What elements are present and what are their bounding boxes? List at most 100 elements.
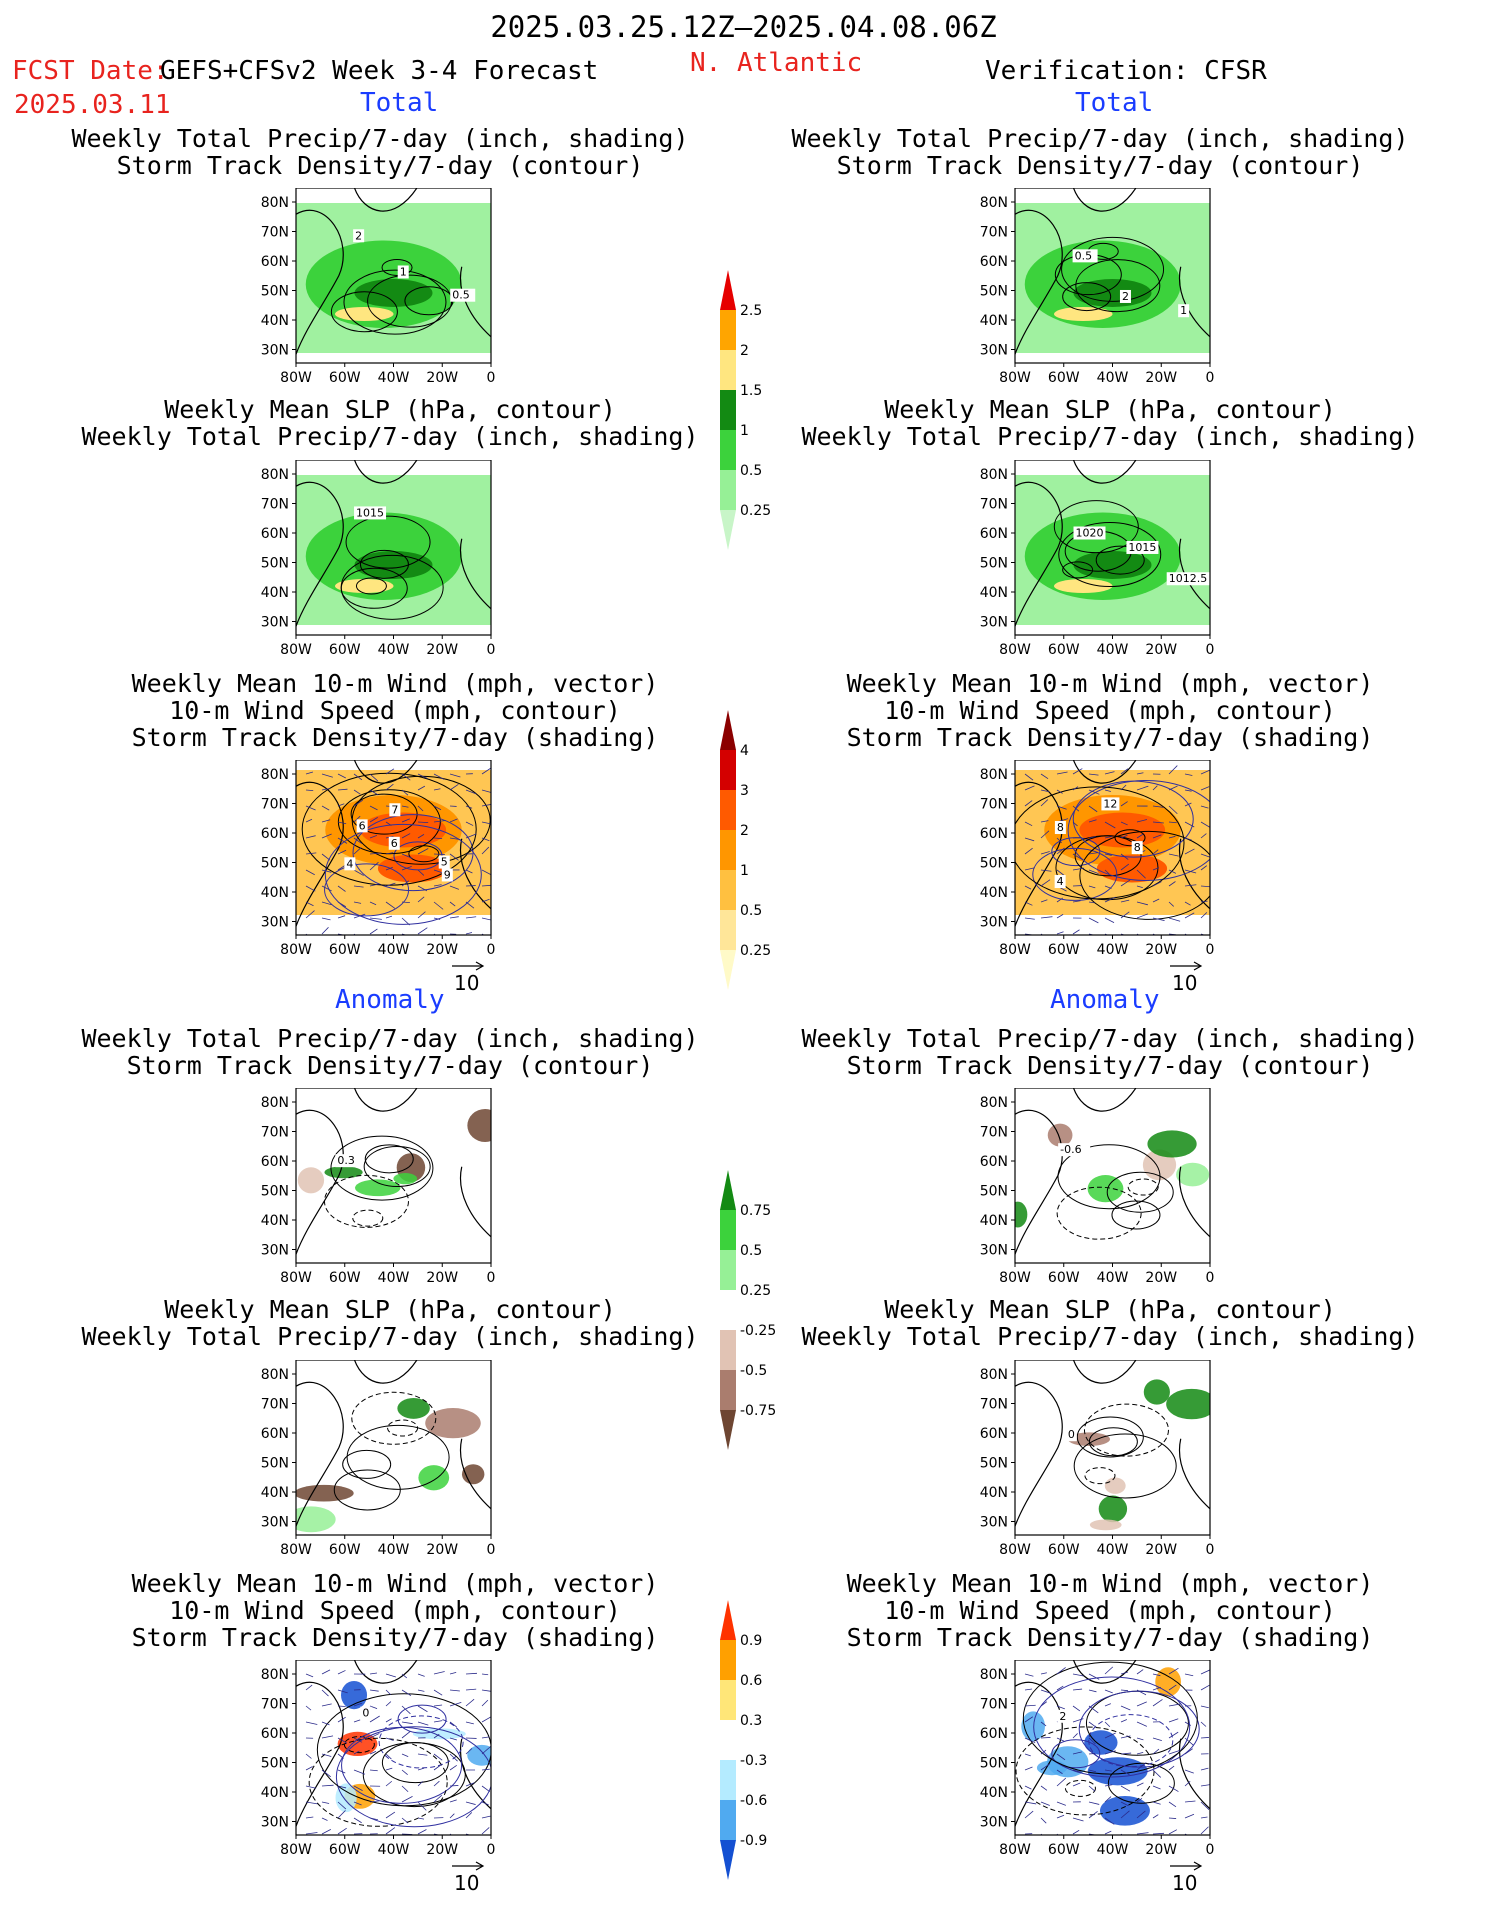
shade-region: [1147, 1130, 1197, 1158]
wind-vector: [305, 1684, 313, 1691]
colorbar-track-anomaly: 0.9 0.6 0.3 -0.3 -0.6 -0.9: [720, 1600, 767, 1880]
contour-line: [346, 1424, 450, 1490]
wind-vector: [465, 916, 477, 919]
wind-vector: [337, 821, 347, 825]
wind-vector: [1072, 1733, 1078, 1739]
colorbar-label: -0.3: [740, 1753, 767, 1769]
wind-vector: [321, 1829, 332, 1835]
wind-vector: [305, 818, 313, 823]
shade-region: [1143, 1379, 1170, 1405]
wind-vector: [1152, 1699, 1163, 1707]
wind-vector: [353, 1719, 361, 1723]
lat-tick-label: 50N: [261, 556, 289, 572]
wind-vector: [1024, 885, 1032, 890]
lat-tick-label: 70N: [980, 497, 1008, 513]
contour-label: 1015: [1128, 541, 1156, 554]
lon-tick-label: 20W: [1145, 942, 1177, 958]
wind-vector: [1152, 1814, 1159, 1819]
lat-tick-label: 80N: [980, 195, 1008, 211]
wind-vector: [1152, 849, 1159, 855]
wind-vector: [385, 1753, 392, 1760]
wind-vector: [337, 1737, 348, 1744]
wind-vector: [1136, 913, 1148, 919]
wind-vector: [481, 821, 491, 825]
wind-vector: [305, 1705, 312, 1711]
vector-reference-label: 10: [454, 971, 479, 994]
shade-region: [467, 1109, 491, 1142]
contour-label-bg: [1054, 875, 1066, 889]
lat-tick-label: 60N: [980, 1426, 1008, 1442]
lat-tick-label: 40N: [261, 885, 289, 901]
panel-title-line: Weekly Mean SLP (hPa, contour): [164, 395, 616, 424]
contour-line: [345, 515, 431, 569]
contour-line: [1051, 1739, 1101, 1769]
lon-tick-label: 60W: [1048, 1270, 1080, 1286]
wind-vector: [1072, 867, 1085, 871]
wind-vector: [1040, 1701, 1048, 1707]
wind-vector: [353, 773, 363, 781]
contour-line: [1062, 561, 1094, 579]
wind-vector: [337, 915, 346, 919]
wind-vector: [1104, 789, 1111, 792]
colorbar-label: 1.5: [740, 383, 762, 399]
lat-tick-label: 80N: [980, 1667, 1008, 1683]
lon-tick-label: 60W: [1048, 1542, 1080, 1558]
model-label: GEFS+CFSv2 Week 3-4 Forecast: [160, 56, 599, 86]
contour-label: 1012.5: [1169, 572, 1208, 585]
wind-vector: [401, 1796, 413, 1803]
lat-tick-label: 60N: [261, 526, 289, 542]
wind-vector: [305, 1832, 318, 1835]
colorbar-precip-total: 2.5 2 1.5 1 0.5 0.25: [720, 270, 771, 550]
wind-vector: [1088, 789, 1100, 795]
wind-vector: [337, 788, 348, 791]
colorbar-label: 0.6: [740, 1673, 762, 1689]
wind-vector: [1072, 1829, 1080, 1835]
coastline: [296, 760, 491, 927]
wind-vector: [321, 1689, 329, 1697]
wind-vector: [1040, 1721, 1047, 1727]
contour-label-bg: [1131, 841, 1143, 855]
lat-tick-label: 40N: [980, 1485, 1008, 1501]
wind-vector: [449, 853, 459, 861]
panel-title-line: Storm Track Density/7-day (contour): [836, 151, 1364, 180]
wind-vector: [1088, 1753, 1096, 1755]
wind-vector: [1120, 801, 1128, 807]
wind-vector: [1168, 901, 1175, 907]
wind-vector: [1040, 1672, 1047, 1675]
wind-vector: [1040, 1737, 1051, 1739]
lon-tick-label: 60W: [329, 642, 361, 658]
wind-vector: [1088, 901, 1096, 904]
panel-title-line: Weekly Mean 10-m Wind (mph, vector): [131, 1569, 659, 1598]
wind-vector: [481, 837, 490, 842]
wind-vector: [1056, 847, 1065, 855]
wind-vector: [449, 1672, 457, 1675]
colorbar-label: 0.5: [740, 463, 762, 479]
wind-vector: [1120, 1752, 1132, 1755]
lon-tick-label: 60W: [329, 1542, 361, 1558]
wind-vector: [1168, 805, 1178, 815]
lat-tick-label: 60N: [980, 1154, 1008, 1170]
wind-vector: [385, 1673, 396, 1678]
lat-tick-label: 60N: [980, 826, 1008, 842]
lat-tick-label: 40N: [261, 1213, 289, 1229]
wind-vector: [369, 901, 377, 906]
contour-label-bg: [356, 819, 368, 833]
wind-vector: [369, 1689, 379, 1692]
contour-label: -0.6: [1060, 1143, 1081, 1156]
wind-vector: [1200, 1784, 1210, 1787]
wind-vector: [1152, 898, 1160, 903]
wind-vector: [369, 883, 380, 887]
wind-vector: [1024, 837, 1035, 842]
contour-label: 8: [1057, 821, 1064, 834]
colorbar-segment: [720, 1330, 736, 1370]
wind-vector: [1168, 1731, 1179, 1739]
wind-vector: [1088, 1785, 1096, 1792]
wind-vector: [1136, 1737, 1144, 1741]
wind-vector: [417, 1801, 427, 1811]
wind-vector: [1168, 1817, 1177, 1819]
wind-vector: [1136, 1669, 1144, 1675]
wind-vector: [385, 1737, 394, 1741]
colorbar-label: -0.75: [740, 1403, 776, 1419]
vector-reference: 10: [452, 961, 485, 994]
wind-vector: [321, 1721, 330, 1726]
